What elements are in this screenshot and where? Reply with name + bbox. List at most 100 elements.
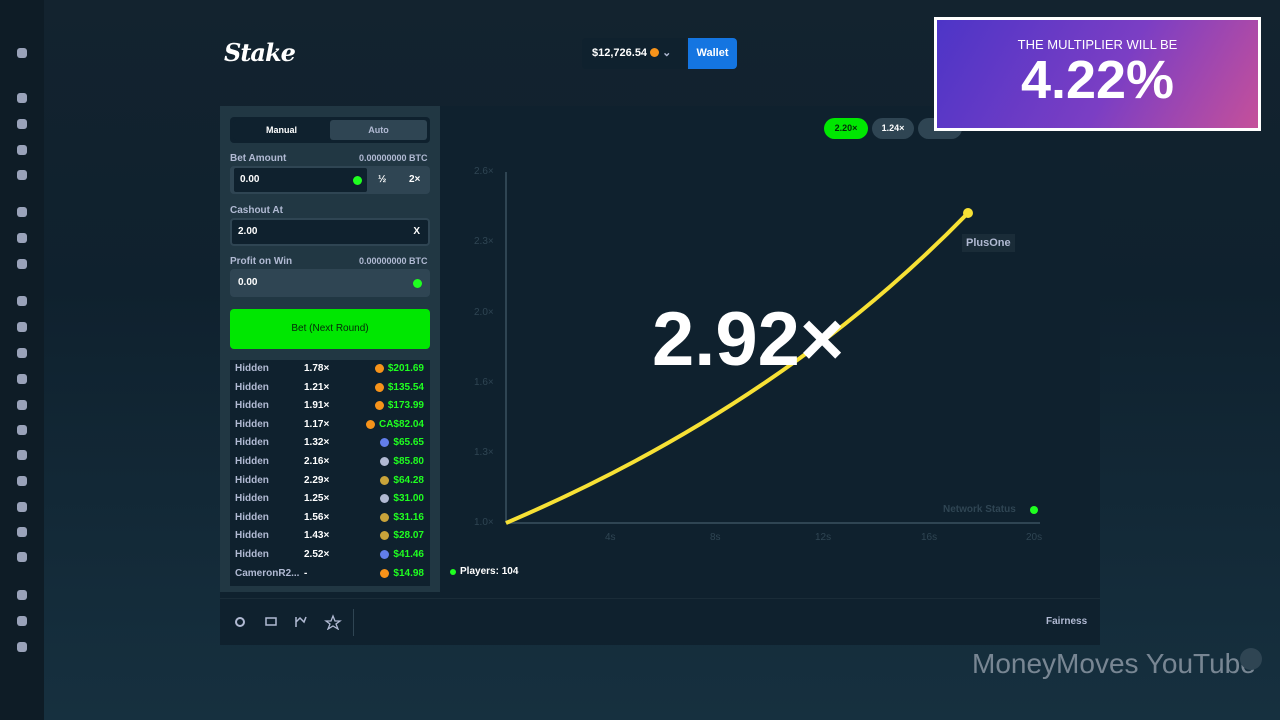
player-multiplier: 1.56× [304,511,330,523]
sidebar-icon[interactable] [17,450,27,460]
coin-icon [380,438,389,448]
player-row: Hidden 1.56× $31.16 [230,509,430,527]
player-amount: $64.28 [393,474,424,486]
bet-input[interactable]: 0.00 [232,166,369,194]
divider [353,609,354,636]
player-multiplier: 1.21× [304,381,330,393]
support-button[interactable] [1240,648,1262,670]
player-amount: $135.54 [387,381,424,393]
player-row: Hidden 1.21× $135.54 [230,379,430,397]
tab-auto[interactable]: Auto [330,120,427,140]
sidebar-icon[interactable] [17,119,27,129]
sidebar-icon[interactable] [17,425,27,435]
sidebar-icon[interactable] [17,527,27,537]
player-multiplier: 2.16× [304,456,330,467]
overlay-value: 4.22% [1020,50,1175,110]
sidebar-icon[interactable] [17,93,27,103]
coin-icon [380,568,389,578]
x-axis-label: 12s [815,532,832,543]
sidebar-icon[interactable] [17,259,27,269]
player-amount: $41.46 [393,549,424,560]
settings-icon[interactable] [235,617,245,627]
coin-icon [353,176,362,185]
stats-icon[interactable] [295,616,307,627]
history-pill[interactable]: 1.24× [872,118,914,139]
player-row: Hidden 2.16× $85.80 [230,453,430,471]
player-name: Hidden [235,511,269,523]
y-axis-label: 1.6× [474,377,494,388]
sidebar-icon[interactable] [17,374,27,384]
player-name: Hidden [235,437,269,449]
curve [505,211,970,525]
profit-value: 0.00 [238,277,258,288]
favorite-icon[interactable] [324,614,342,630]
player-amount: CA$82.04 [378,418,424,430]
game-graph [450,172,1040,575]
tab-manual[interactable]: Manual [233,120,330,140]
player-multiplier: 1.78× [304,363,330,374]
coin-icon [375,364,384,373]
double-button[interactable]: 2× [409,174,421,185]
cashout-input[interactable]: 2.00 X [230,218,430,246]
sidebar-icon[interactable] [17,296,27,306]
player-multiplier: 1.43× [304,530,330,542]
coin-icon [380,531,389,541]
y-axis-label: 1.3× [474,447,494,458]
sidebar-icon[interactable] [17,145,27,155]
sidebar-icon[interactable] [17,348,27,358]
coin-icon [375,382,384,392]
sidebar-icon[interactable] [17,170,27,180]
sidebar-icon[interactable] [17,322,27,332]
sidebar-icon[interactable] [17,552,27,562]
x-axis-label: 16s [921,532,938,543]
player-amount: $31.00 [393,493,424,505]
y-axis-label: 2.6× [474,166,494,177]
label: Profit on Win [230,256,293,267]
sidebar-icon[interactable] [17,233,27,243]
watermark: MoneyMoves YouTube [972,648,1256,679]
player-amount: $85.80 [393,456,424,467]
sidebar-icon[interactable] [17,642,27,652]
sidebar-icon[interactable] [17,400,27,410]
balance[interactable]: $12,726.54 ⌄ [582,38,686,69]
player-tag: PlusOne [962,234,1015,252]
bet-button[interactable]: Bet (Next Round) [230,309,430,349]
player-amount: $173.99 [387,400,424,412]
player-row: Hidden 1.25× $31.00 [230,490,430,508]
player-amount: $31.16 [393,511,424,523]
player-multiplier: 1.25× [304,493,330,505]
half-button[interactable]: ½ [378,174,387,185]
player-name: Hidden [235,381,269,393]
coin-icon [380,494,389,504]
player-multiplier: 2.29× [304,474,330,486]
coin-icon [366,419,375,429]
x-axis-label: 4s [605,532,616,543]
profit-field: 0.00 [230,269,430,297]
coin-icon [380,457,389,466]
player-name: Hidden [235,530,269,542]
players-count: Players: 104 [460,566,519,577]
sidebar-icon[interactable] [17,502,27,512]
player-multiplier: 1.17× [304,418,330,430]
player-multiplier: 2.52× [304,549,330,560]
player-name: Hidden [235,474,269,486]
player-list: Hidden 1.78× $201.69 Hidden 1.21× $135.54 Hidd… [230,360,430,586]
clear-button[interactable]: X [413,226,420,237]
label: 0.00000000 BTC [359,153,428,163]
y-axis-label: 1.0× [474,517,494,528]
mode-tabs: Manual Auto [230,117,430,143]
footer-icons [235,614,342,630]
sidebar-icon[interactable] [17,48,27,58]
theatre-icon[interactable] [265,617,277,626]
x-axis-label: 20s [1026,532,1043,543]
player-row: Hidden 2.52× $41.46 [230,546,430,564]
history-pill[interactable]: 2.20× [824,118,868,139]
fairness-link[interactable]: Fairness [1046,616,1088,627]
sidebar-icon[interactable] [17,616,27,626]
sidebar-icon[interactable] [17,207,27,217]
sidebar-icon[interactable] [17,476,27,486]
logo[interactable]: Stake [224,38,296,67]
wallet-button[interactable]: Wallet [688,38,737,69]
sidebar-icon[interactable] [17,590,27,600]
player-name: Hidden [235,363,269,374]
